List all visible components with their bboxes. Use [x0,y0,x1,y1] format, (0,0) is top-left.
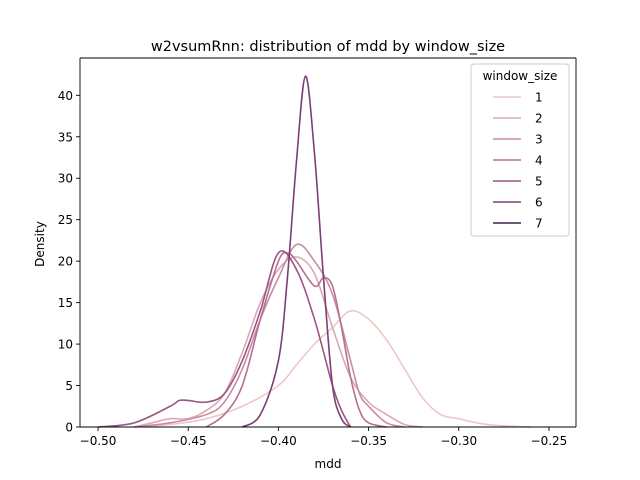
legend-label-6: 6 [535,196,543,210]
x-tick-label: −0.25 [531,434,568,448]
x-tick-label: −0.30 [440,434,477,448]
y-tick-label: 25 [58,213,73,227]
y-tick-label: 40 [58,89,73,103]
series-line-3 [134,243,405,428]
series-line-6 [241,75,352,428]
series-line-2 [133,256,423,428]
legend-label-2: 2 [535,112,543,126]
x-tick-label: −0.50 [80,434,117,448]
x-axis: −0.50 −0.45 −0.40 −0.35 −0.30 −0.25 [80,427,568,448]
y-tick-label: 35 [58,130,73,144]
y-tick-label: 20 [58,255,73,269]
legend-label-4: 4 [535,154,543,168]
y-tick-label: 30 [58,172,73,186]
y-axis-label: Density [33,221,47,267]
y-tick-label: 5 [65,379,73,393]
series-line-4 [205,251,387,428]
y-tick-label: 0 [65,421,73,435]
x-axis-label: mdd [315,457,342,471]
series-line-5 [97,250,352,428]
legend-title: window_size [483,69,558,83]
legend-label-5: 5 [535,175,543,189]
y-axis: 0 5 10 15 20 25 30 35 40 [58,89,80,435]
chart-title: w2vsumRnn: distribution of mdd by window… [151,39,505,55]
legend-label-1: 1 [535,91,543,105]
axes-frame [79,57,577,428]
legend: window_size 1 2 3 4 5 6 7 [470,63,570,237]
y-tick-label: 15 [58,296,73,310]
x-tick-label: −0.40 [260,434,297,448]
x-tick-label: −0.45 [170,434,207,448]
x-tick-label: −0.35 [350,434,387,448]
series-line-1 [134,309,531,428]
legend-box [470,63,570,237]
legend-label-3: 3 [535,133,543,147]
y-tick-label: 10 [58,338,73,352]
legend-label-7: 7 [535,217,543,231]
plot-area [97,75,531,428]
